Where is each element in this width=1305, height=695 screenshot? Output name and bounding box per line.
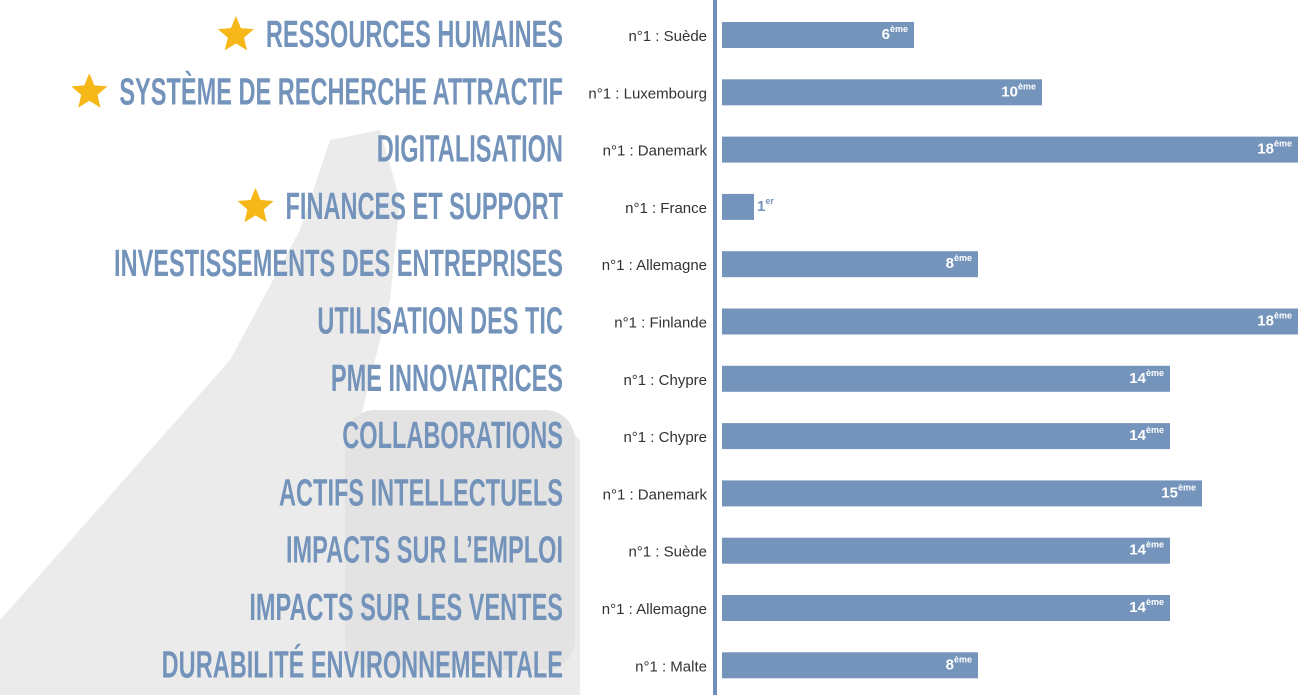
- value-label: 8ème: [946, 254, 972, 273]
- value-label: 14ème: [1129, 425, 1164, 444]
- background-thumb-finger: [345, 410, 575, 670]
- category-label: INVESTISSEMENTS DES ENTREPRISES: [114, 241, 563, 284]
- value-label: 15ème: [1161, 483, 1196, 502]
- leader-label: n°1 : Chypre: [623, 429, 707, 446]
- category-label: PME INNOVATRICES: [331, 356, 563, 399]
- category-group: PME INNOVATRICES: [331, 356, 563, 399]
- value-label: 14ème: [1129, 540, 1164, 559]
- leader-label: n°1 : Chypre: [623, 372, 707, 389]
- bar: [722, 193, 754, 220]
- category-label: UTILISATION DES TIC: [317, 299, 563, 342]
- leader-label: n°1 : Danemark: [603, 143, 708, 160]
- category-group: RESSOURCES HUMAINES: [266, 12, 563, 55]
- star-icon: [237, 187, 274, 223]
- value-label: 18ème: [1257, 139, 1292, 158]
- category-label: RESSOURCES HUMAINES: [266, 12, 563, 55]
- leader-label: n°1 : Finlande: [614, 314, 707, 331]
- value-label: 14ème: [1129, 597, 1164, 616]
- leader-label: n°1 : Allemagne: [602, 601, 707, 618]
- category-group: IMPACTS SUR LES VENTES: [249, 585, 563, 628]
- value-label: 6ème: [882, 24, 908, 43]
- category-label: IMPACTS SUR LES VENTES: [249, 585, 563, 628]
- leader-label: n°1 : France: [625, 200, 707, 217]
- value-label: 18ème: [1257, 311, 1292, 330]
- value-label: 14ème: [1129, 368, 1164, 387]
- leader-label: n°1 : Danemark: [603, 486, 708, 503]
- bar: [722, 595, 1170, 621]
- bar: [722, 22, 914, 48]
- bar: [722, 79, 1042, 106]
- category-label: IMPACTS SUR L’EMPLOI: [286, 528, 563, 571]
- category-group: ACTIFS INTELLECTUELS: [279, 471, 563, 514]
- bar: [722, 251, 978, 278]
- category-group: FINANCES ET SUPPORT: [286, 184, 563, 227]
- bar: [722, 308, 1298, 335]
- leader-label: n°1 : Luxembourg: [588, 85, 707, 102]
- category-group: UTILISATION DES TIC: [317, 299, 563, 342]
- category-label: ACTIFS INTELLECTUELS: [279, 471, 563, 514]
- star-icon: [217, 16, 254, 51]
- category-group: INVESTISSEMENTS DES ENTREPRISES: [114, 241, 563, 284]
- value-label: 1er: [757, 196, 774, 215]
- category-label: DURABILITÉ ENVIRONNEMENTALE: [162, 642, 563, 685]
- leader-label: n°1 : Allemagne: [602, 257, 707, 274]
- category-label: FINANCES ET SUPPORT: [286, 184, 563, 227]
- bar: [722, 136, 1298, 163]
- bar: [722, 365, 1170, 392]
- category-label: SYSTÈME DE RECHERCHE ATTRACTIF: [119, 69, 563, 112]
- value-label: 8ème: [946, 655, 972, 674]
- category-group: DURABILITÉ ENVIRONNEMENTALE: [162, 642, 563, 685]
- category-group: SYSTÈME DE RECHERCHE ATTRACTIF: [119, 69, 563, 112]
- category-group: IMPACTS SUR L’EMPLOI: [286, 528, 563, 571]
- category-label: COLLABORATIONS: [342, 413, 563, 456]
- bar: [722, 423, 1170, 450]
- star-icon: [71, 73, 108, 108]
- category-group: COLLABORATIONS: [342, 413, 563, 456]
- bar: [722, 480, 1202, 507]
- leader-label: n°1 : Suède: [628, 544, 707, 561]
- value-label: 10ème: [1001, 82, 1036, 101]
- leader-label: n°1 : Suède: [628, 28, 707, 45]
- bar: [722, 537, 1170, 564]
- category-group: DIGITALISATION: [377, 127, 563, 170]
- bar: [722, 652, 978, 679]
- leader-label: n°1 : Malte: [635, 658, 707, 675]
- category-label: DIGITALISATION: [377, 127, 563, 170]
